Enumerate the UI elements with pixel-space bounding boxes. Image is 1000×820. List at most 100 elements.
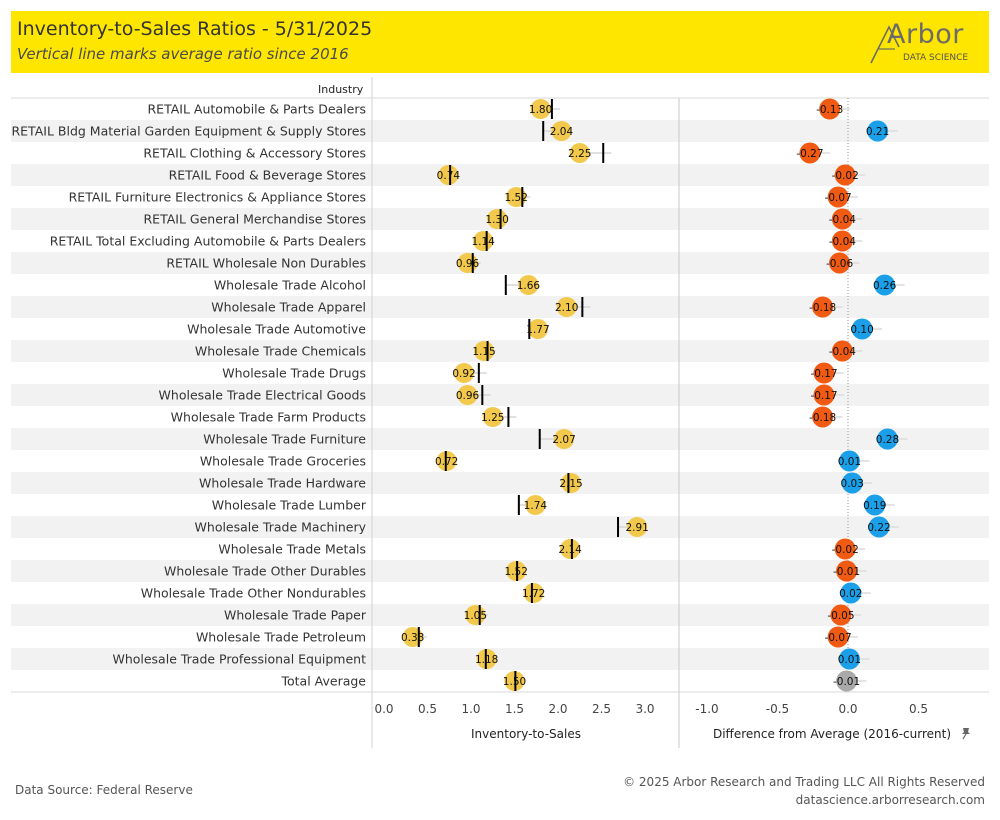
diff-value-label: 0.10 [850, 324, 873, 336]
diff-dot [838, 648, 860, 670]
ratio-dot [525, 495, 546, 515]
row-band [11, 560, 989, 582]
ratio-dot [506, 187, 527, 207]
ratio-dot [457, 385, 478, 405]
diff-value-label: 0.28 [876, 434, 899, 446]
ratio-dot [454, 363, 475, 383]
diff-dot [867, 120, 889, 142]
ratio-value-label: 2.14 [558, 544, 582, 556]
diff-dot [812, 296, 834, 318]
ratio-value-label: 1.25 [481, 412, 504, 424]
logo-sub: DATA SCIENCE [903, 53, 969, 63]
ratio-value-label: 1.18 [475, 654, 498, 666]
diff-dot [799, 142, 821, 164]
ratio-value-label: 0.92 [452, 368, 475, 380]
row-band [11, 340, 989, 362]
row-band [11, 120, 989, 142]
industry-label: Wholesale Trade Lumber [212, 498, 367, 513]
industry-label: Wholesale Trade Groceries [200, 454, 366, 469]
industry-label: Wholesale Trade Farm Products [171, 410, 366, 425]
row-band [11, 384, 989, 406]
ratio-tick-label: 0.5 [418, 702, 437, 716]
diff-value-label: -0.07 [825, 192, 852, 204]
ratio-value-label: 2.25 [568, 148, 591, 160]
ratio-value-label: 1.72 [522, 588, 545, 600]
ratio-value-label: 0.96 [456, 258, 480, 270]
ratio-dot [402, 627, 423, 647]
diff-dot [829, 252, 851, 274]
industry-label: Wholesale Trade Other Nondurables [141, 586, 366, 601]
ratio-dot [482, 407, 503, 427]
ratio-value-label: 2.04 [550, 126, 574, 138]
diff-value-label: 0.19 [863, 500, 886, 512]
ratio-panel: 1.80 2.04 2.25 0.74 1.52 1.30 1.14 0.96 1.66 2.10… [401, 99, 649, 691]
industry-label: RETAIL Automobile & Parts Dealers [148, 102, 367, 117]
diff-value-label: 0.26 [873, 280, 897, 292]
diff-dot [838, 450, 860, 472]
industry-label: Wholesale Trade Metals [218, 542, 366, 557]
diff-dot [851, 318, 873, 340]
row-band [11, 648, 989, 670]
ratio-value-label: 1.74 [524, 500, 548, 512]
industry-label: Wholesale Trade Alcohol [214, 278, 366, 293]
chart-title: Inventory-to-Sales Ratios - 5/31/2025 [17, 18, 373, 40]
diff-value-label: -0.27 [796, 148, 823, 160]
industry-label: Wholesale Trade Chemicals [195, 344, 366, 359]
difference-axis-title: Difference from Average (2016-current) [713, 727, 951, 741]
diff-value-label: 0.01 [838, 456, 861, 468]
ratio-value-label: 0.33 [401, 632, 424, 644]
diff-dot [836, 560, 858, 582]
ratio-dot [518, 275, 539, 295]
ratio-value-label: 1.52 [505, 566, 528, 578]
industry-label: Wholesale Trade Hardware [199, 476, 366, 491]
ratio-value-label: 1.05 [464, 610, 487, 622]
diff-value-label: 0.02 [839, 588, 862, 600]
ratio-value-label: 1.15 [472, 346, 495, 358]
industry-label: RETAIL Clothing & Accessory Stores [143, 146, 366, 161]
diff-dot [874, 274, 896, 296]
ratio-value-label: 1.50 [503, 676, 526, 688]
industry-label: Wholesale Trade Electrical Goods [159, 388, 366, 403]
row-band [11, 296, 989, 318]
ratio-value-label: 2.15 [559, 478, 582, 490]
ratio-value-label: 2.07 [552, 434, 575, 446]
diff-value-label: -0.17 [810, 368, 837, 380]
diff-dot [813, 362, 835, 384]
ratio-value-label: 1.66 [517, 280, 541, 292]
industry-label: Wholesale Trade Apparel [211, 300, 366, 315]
industry-label: Wholesale Trade Automotive [187, 322, 366, 337]
diff-value-label: -0.17 [810, 390, 837, 402]
ratio-tick-label: 1.5 [505, 702, 524, 716]
diff-tick-label: -1.0 [695, 702, 718, 716]
industry-label: RETAIL Wholesale Non Durables [166, 256, 366, 271]
diff-value-label: 0.01 [838, 654, 861, 666]
industry-label: RETAIL Furniture Electronics & Appliance… [69, 190, 366, 205]
pin-icon[interactable] [962, 728, 970, 740]
ratio-value-label: 1.77 [526, 324, 549, 336]
diff-dot [840, 582, 862, 604]
diff-value-label: -0.07 [825, 632, 852, 644]
ratio-value-label: 2.10 [555, 302, 578, 314]
ratio-value-label: 2.91 [625, 522, 648, 534]
ratio-value-label: 1.52 [505, 192, 528, 204]
ratio-tick-label: 0.0 [374, 702, 393, 716]
industry-label: Wholesale Trade Paper [224, 608, 367, 623]
ratio-value-label: 1.14 [471, 236, 495, 248]
diff-value-label: -0.05 [827, 610, 854, 622]
diff-dot [864, 494, 886, 516]
title-banner: Inventory-to-Sales Ratios - 5/31/2025 Ve… [11, 11, 989, 73]
diff-value-label: 0.22 [867, 522, 890, 534]
ratio-dot [438, 165, 459, 185]
diff-dot [876, 428, 898, 450]
diff-value-label: -0.01 [833, 676, 860, 688]
row-band [11, 252, 989, 274]
diff-value-label: -0.06 [826, 258, 853, 270]
ratio-value-label: 0.74 [437, 170, 461, 182]
diff-dot [831, 208, 853, 230]
ratio-dot [561, 473, 582, 493]
ratio-dot [487, 209, 508, 229]
ratio-tick-label: 2.5 [592, 702, 611, 716]
ratio-dot [627, 517, 648, 537]
ratio-dot [474, 341, 495, 361]
